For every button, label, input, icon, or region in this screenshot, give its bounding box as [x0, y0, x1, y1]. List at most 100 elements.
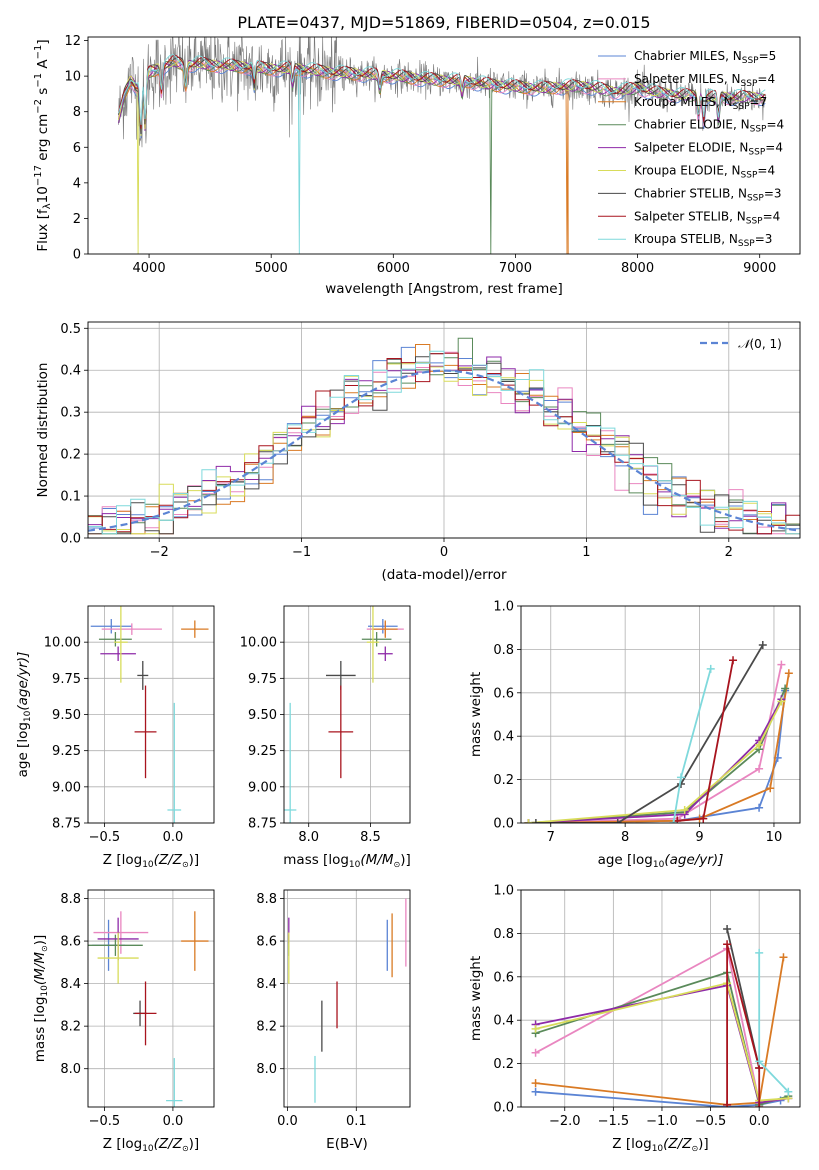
text-part: Kroupa ELODIE, N	[634, 164, 741, 178]
model-line-7	[118, 56, 766, 135]
y-axis-label: age [log10(age/yr)]	[15, 652, 33, 778]
x-tick-label: 0.0	[163, 830, 184, 845]
weight-line-6	[535, 982, 789, 1102]
histogram-y-label: Normed distribution	[35, 363, 51, 498]
legend-label: Salpeter ELODIE, NSSP=4	[634, 141, 783, 158]
x-tick-label: −2.0	[549, 1114, 581, 1129]
y-tick-label: 9.50	[52, 708, 81, 723]
histogram-bars	[88, 337, 800, 535]
x-tick-label: 4000	[133, 261, 166, 276]
weight-lines	[531, 925, 793, 1107]
y-tick-label: 0.6	[493, 686, 514, 701]
text-part: s	[35, 88, 51, 99]
model-line-1	[118, 61, 766, 139]
text-part: SSP	[747, 193, 764, 203]
error-bars	[88, 911, 209, 1107]
y-axis-label: mass weight	[468, 956, 484, 1041]
x-tick-label: 8000	[621, 261, 654, 276]
x-tick-label: 0.0	[163, 1114, 184, 1129]
error-bar-6	[97, 932, 139, 984]
y-tick-label: 4	[73, 176, 81, 191]
text-part: 𝒩	[738, 337, 753, 351]
y-tick-label: 8.4	[256, 977, 277, 992]
error-bar-9	[166, 1058, 183, 1107]
weight-line-5	[528, 698, 783, 823]
x-tick-label: 7	[547, 830, 555, 845]
spectrum-x-label: wavelength [Angstrom, rest frame]	[325, 281, 563, 297]
y-tick-label: 10.00	[240, 636, 277, 651]
text-part: Z [log	[103, 1136, 142, 1152]
y-tick-label: 0.5	[60, 322, 81, 337]
x-tick-label: 0.0	[749, 1114, 770, 1129]
weight-marker	[755, 740, 764, 749]
y-tick-label: 8.6	[60, 935, 81, 950]
error-bar-2	[93, 911, 149, 954]
text-part: erg cm	[35, 114, 51, 165]
text-part: )]	[698, 1136, 709, 1152]
x-tick-label: 5000	[255, 261, 288, 276]
error-bars	[284, 606, 404, 823]
axes-frame	[520, 889, 801, 1108]
text-part: (Z/Z	[663, 1136, 692, 1152]
error-bar-8	[134, 981, 157, 1046]
y-tick-label: 12	[64, 34, 81, 49]
y-tick-label: 0.0	[60, 532, 81, 547]
y-tick-label: 9.25	[52, 744, 81, 759]
y-tick-label: 9.50	[248, 708, 277, 723]
text-part: SSP	[741, 171, 758, 181]
y-tick-label: 8.2	[256, 1020, 277, 1035]
error-bar-6	[114, 606, 128, 683]
axes-frame	[87, 321, 801, 539]
error-bar-4	[98, 632, 132, 647]
y-tick-label: 1.0	[493, 600, 514, 615]
y-tick-label: 0.6	[493, 970, 514, 985]
x-axis-label: age [log10(age/yr)]	[598, 852, 724, 870]
text-part: 10	[35, 186, 51, 203]
axes-frame	[87, 889, 215, 1108]
text-part: SSP	[748, 148, 765, 158]
x-axis-label: Z [log10(Z/Z⊙)]	[612, 1136, 708, 1154]
text-part: 10	[23, 710, 33, 722]
y-tick-label: 10.00	[44, 636, 81, 651]
error-bar-8	[328, 685, 354, 779]
y-tick-label: 8.0	[256, 1062, 277, 1077]
text-part: Salpeter ELODIE, N	[634, 141, 748, 155]
text-part: −2	[33, 99, 44, 114]
model-line-6	[118, 59, 766, 254]
weight-marker	[777, 660, 786, 669]
error-bar-7	[137, 660, 149, 690]
x-tick-label: 7000	[499, 261, 532, 276]
y-tick-label: 10	[64, 70, 81, 85]
error-bar-4	[361, 632, 392, 647]
weight-marker	[613, 819, 622, 823]
weight-line-8	[677, 660, 734, 822]
y-tick-label: 9.75	[248, 672, 277, 687]
text-part: ⊙	[691, 1144, 698, 1153]
legend-label: Kroupa ELODIE, NSSP=4	[634, 164, 775, 181]
text-part: Chabrier ELODIE, N	[634, 118, 750, 132]
y-tick-label: 9.00	[248, 780, 277, 795]
text-part: SSP	[742, 56, 759, 66]
x-tick-label: 6000	[377, 261, 410, 276]
text-part: (0, 1)	[750, 337, 782, 351]
text-part: 10	[142, 860, 154, 870]
observed-spectrum	[118, 37, 767, 254]
weight-marker	[755, 948, 764, 957]
y-tick-label: 8.75	[52, 817, 81, 832]
text-part: Chabrier MILES, N	[634, 49, 742, 63]
weight-marker	[531, 819, 540, 823]
weight-marker	[755, 1103, 764, 1107]
text-part: (age/yr)]	[15, 652, 31, 711]
y-tick-label: 8.2	[60, 1020, 81, 1035]
text-part: =4	[757, 164, 775, 178]
y-tick-label: 0.3	[60, 406, 81, 421]
massweight-vs-Z-panel: −2.0 −1.5 −1.0 −0.5 0.0 0.0 0.2 0.4 0.6 0.8 1.0 mas…	[468, 884, 801, 1154]
text-part: )]	[32, 935, 48, 946]
text-part: 10	[652, 1144, 664, 1154]
text-part: (age/yr)]	[664, 852, 723, 868]
weight-marker	[758, 641, 767, 650]
weight-marker	[680, 805, 689, 814]
text-part: Salpeter MILES, N	[634, 72, 741, 86]
error-bars	[90, 606, 209, 823]
